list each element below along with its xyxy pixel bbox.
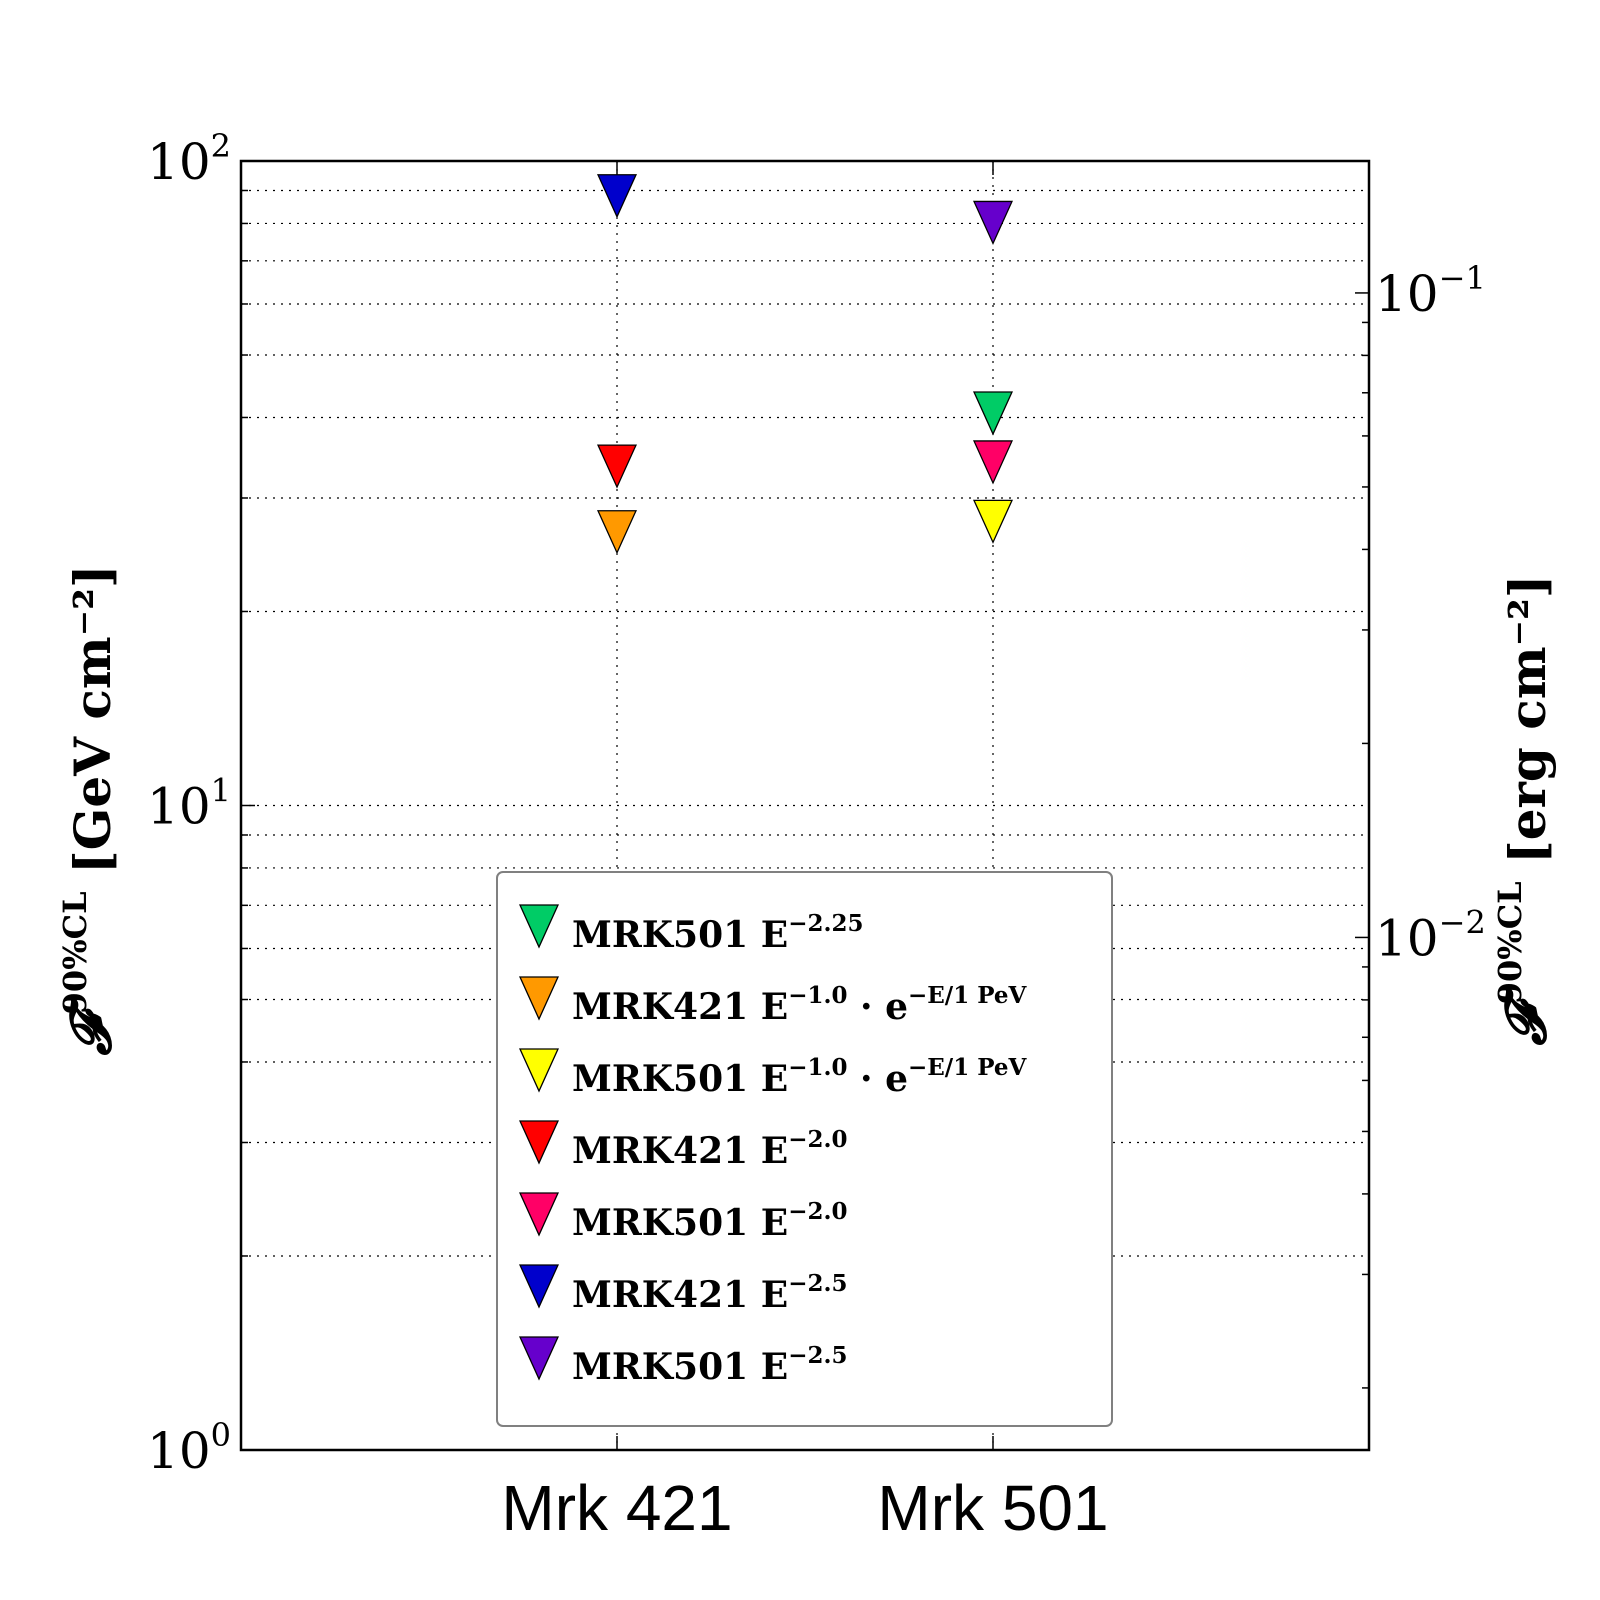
axis-labels: Mrk 421 Mrk 501 100 101 102 10−1 10−2 𝓕90%CL [G… [56, 127, 1559, 1544]
y-tick-label: 100 [147, 1416, 231, 1480]
y-axis-label-left: 𝓕90%CL [GeV cm⁻²] [56, 564, 124, 1056]
x-category-label: Mrk 501 [877, 1472, 1108, 1544]
data-point [596, 510, 638, 555]
legend-marker [518, 976, 560, 1021]
legend-label: MRK421 E−2.5 [572, 1270, 847, 1316]
plot-frame [239, 159, 1371, 1452]
x-category-label: Mrk 421 [501, 1472, 732, 1544]
y-axis-label-right: 𝓕90%CL [erg cm⁻²] [1491, 574, 1559, 1046]
legend-label: MRK501 E−2.25 [572, 910, 863, 956]
right-tick-label: 10−2 [1375, 903, 1486, 967]
data-point [972, 440, 1014, 485]
data-points [596, 174, 1014, 555]
right-tick-label: 10−1 [1375, 259, 1486, 323]
legend-label: MRK421 E−1.0 · e−E/1 PeV [572, 982, 1028, 1028]
legend-marker [518, 1336, 560, 1381]
legend-marker [518, 1048, 560, 1093]
legend-label: MRK501 E−2.5 [572, 1342, 847, 1388]
legend-marker [518, 1192, 560, 1237]
legend-box [496, 871, 1113, 1427]
data-point [972, 499, 1014, 544]
data-point [596, 174, 638, 219]
legend-marker [518, 1264, 560, 1309]
data-point [972, 391, 1014, 436]
data-point [596, 444, 638, 489]
legend-marker [518, 904, 560, 949]
legend: MRK501 E−2.25 MRK421 E−1.0 · e−E/1 PeV MRK… [496, 871, 1113, 1427]
legend-label: MRK501 E−2.0 [572, 1198, 847, 1244]
legend-label: MRK501 E−1.0 · e−E/1 PeV [572, 1054, 1028, 1100]
legend-marker [518, 1120, 560, 1165]
y-tick-label: 102 [147, 127, 231, 191]
data-point [972, 200, 1014, 246]
legend-label: MRK421 E−2.0 [572, 1126, 847, 1172]
y-tick-label: 101 [147, 772, 231, 836]
